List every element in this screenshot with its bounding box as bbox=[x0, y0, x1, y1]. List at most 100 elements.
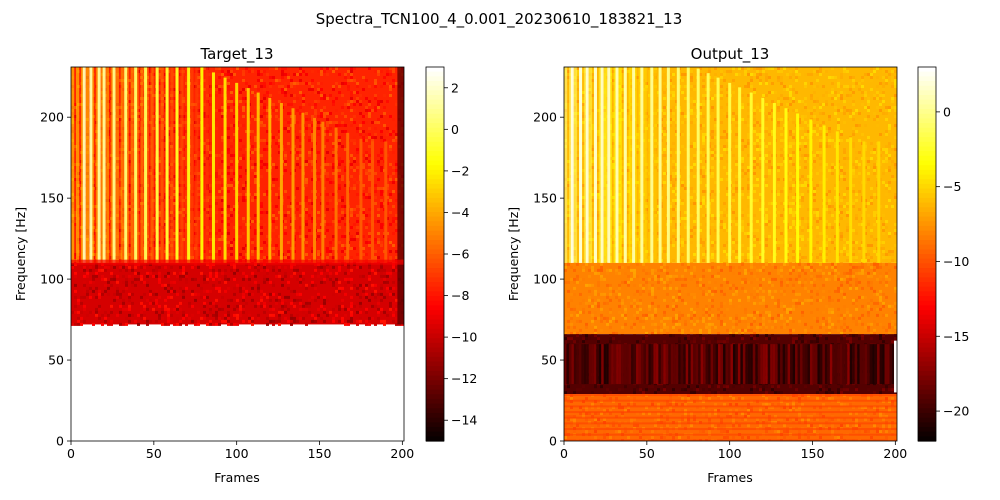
output-ylabel: Frequency [Hz] bbox=[506, 207, 521, 301]
x-tick-label: 50 bbox=[146, 446, 162, 461]
output-heatmap bbox=[564, 67, 897, 441]
harmonic-streak bbox=[696, 68, 700, 263]
harmonic-streak bbox=[676, 67, 680, 263]
harmonic-streak bbox=[632, 67, 636, 263]
y-tick-label: 150 bbox=[533, 191, 557, 206]
harmonic-streak bbox=[321, 121, 325, 263]
harmonic-streak bbox=[256, 92, 260, 263]
harmonic-streak bbox=[165, 67, 169, 263]
harmonic-streak bbox=[279, 103, 283, 263]
y-tick-label: 0 bbox=[56, 434, 64, 449]
colorbar-tick-label: −2 bbox=[451, 163, 469, 178]
colorbar-tick-label: −12 bbox=[451, 371, 477, 386]
harmonic-streak bbox=[585, 67, 589, 263]
target-ylabel: Frequency [Hz] bbox=[13, 207, 28, 301]
harmonic-streak bbox=[666, 67, 670, 263]
harmonic-streak bbox=[579, 67, 583, 263]
harmonic-streak bbox=[761, 97, 765, 263]
output-xlabel: Frames bbox=[707, 470, 752, 485]
figure-suptitle: Spectra_TCN100_4_0.001_20230610_183821_1… bbox=[316, 10, 683, 29]
harmonic-streak bbox=[877, 141, 881, 263]
x-tick-label: 100 bbox=[718, 446, 742, 461]
harmonic-streak bbox=[706, 73, 710, 263]
harmonic-streak bbox=[716, 77, 720, 263]
harmonic-streak bbox=[291, 108, 295, 263]
harmonic-streak bbox=[600, 67, 604, 263]
x-tick-label: 200 bbox=[883, 446, 907, 461]
harmonic-streak bbox=[246, 88, 250, 263]
harmonic-streak bbox=[359, 138, 363, 263]
harmonic-streak bbox=[835, 131, 839, 263]
harmonic-streak bbox=[640, 67, 644, 263]
harmonic-streak bbox=[89, 67, 93, 263]
harmonic-streak bbox=[175, 67, 179, 263]
colorbar-tick-label: −5 bbox=[943, 179, 961, 194]
x-tick-label: 150 bbox=[308, 446, 332, 461]
y-tick-label: 100 bbox=[40, 272, 64, 287]
colorbar-tick-label: 2 bbox=[451, 80, 459, 95]
x-tick-label: 200 bbox=[390, 446, 414, 461]
target-colorbar: 2 0 −2 −4 −6 −8 −10 −12 −14 bbox=[425, 66, 477, 442]
harmonic-streak bbox=[134, 67, 138, 263]
harmonic-streak bbox=[809, 119, 813, 263]
harmonic-streak bbox=[650, 67, 654, 263]
colorbar-tick-label: −6 bbox=[451, 247, 469, 262]
colorbar-tick-label: −10 bbox=[943, 254, 969, 269]
harmonic-streak bbox=[615, 67, 619, 263]
x-tick-label: 0 bbox=[67, 446, 75, 461]
panel-output: Output_13 0 50 100 150 200 0 50 100 150 200 Frame… bbox=[506, 45, 969, 485]
output-colorbar: 0 −5 −10 −15 −20 bbox=[917, 66, 969, 442]
harmonic-streak bbox=[607, 67, 611, 263]
y-tick-label: 200 bbox=[533, 110, 557, 125]
y-tick-label: 200 bbox=[40, 110, 64, 125]
harmonic-streak bbox=[822, 125, 826, 263]
harmonic-streak bbox=[334, 127, 338, 263]
target-heatmap bbox=[71, 67, 404, 326]
harmonic-streak bbox=[623, 67, 627, 263]
harmonic-streak bbox=[371, 141, 375, 263]
output-title: Output_13 bbox=[691, 45, 770, 64]
colorbar-tick-label: −4 bbox=[451, 205, 469, 220]
harmonic-streak bbox=[749, 92, 753, 263]
harmonic-streak bbox=[849, 137, 853, 263]
colorbar-tick-label: −20 bbox=[943, 404, 969, 419]
x-tick-label: 50 bbox=[639, 446, 655, 461]
colorbar-tick-label: −14 bbox=[451, 413, 477, 428]
colorbar-tick-label: −8 bbox=[451, 288, 469, 303]
harmonic-streak bbox=[772, 103, 776, 263]
colorbar-tick-label: 0 bbox=[943, 104, 951, 119]
y-tick-label: 50 bbox=[541, 353, 557, 368]
target-axes: 0 50 100 150 200 0 50 100 150 200 bbox=[40, 66, 414, 461]
harmonic-streak bbox=[155, 67, 159, 263]
harmonic-streak bbox=[102, 67, 106, 263]
harmonic-streak bbox=[124, 67, 128, 263]
harmonic-streak bbox=[658, 67, 662, 263]
harmonic-streak bbox=[97, 67, 101, 263]
target-title: Target_13 bbox=[200, 45, 274, 64]
harmonic-streak bbox=[862, 141, 866, 263]
harmonic-streak bbox=[211, 72, 215, 263]
panel-target: Target_13 0 50 100 150 200 0 50 100 150 200 Frame… bbox=[13, 45, 477, 485]
harmonic-streak bbox=[313, 117, 317, 263]
x-tick-label: 150 bbox=[801, 446, 825, 461]
colorbar-tick-label: −10 bbox=[451, 330, 477, 345]
y-tick-label: 0 bbox=[549, 434, 557, 449]
harmonic-streak bbox=[223, 77, 227, 263]
colorbar-tick-label: 0 bbox=[451, 122, 459, 137]
harmonic-streak bbox=[112, 67, 116, 263]
harmonic-streak bbox=[346, 132, 350, 263]
harmonic-streak bbox=[686, 67, 690, 263]
x-tick-label: 0 bbox=[560, 446, 568, 461]
harmonic-streak bbox=[82, 67, 86, 263]
harmonic-streak bbox=[384, 141, 388, 263]
x-tick-label: 100 bbox=[225, 446, 249, 461]
harmonic-streak bbox=[200, 67, 204, 263]
output-axes: 0 50 100 150 200 0 50 100 150 200 bbox=[533, 66, 907, 461]
y-tick-label: 50 bbox=[48, 353, 64, 368]
harmonic-streak bbox=[235, 82, 239, 263]
harmonic-streak bbox=[593, 67, 597, 263]
harmonic-streak bbox=[784, 108, 788, 263]
harmonic-streak bbox=[738, 87, 742, 263]
y-tick-label: 150 bbox=[40, 191, 64, 206]
